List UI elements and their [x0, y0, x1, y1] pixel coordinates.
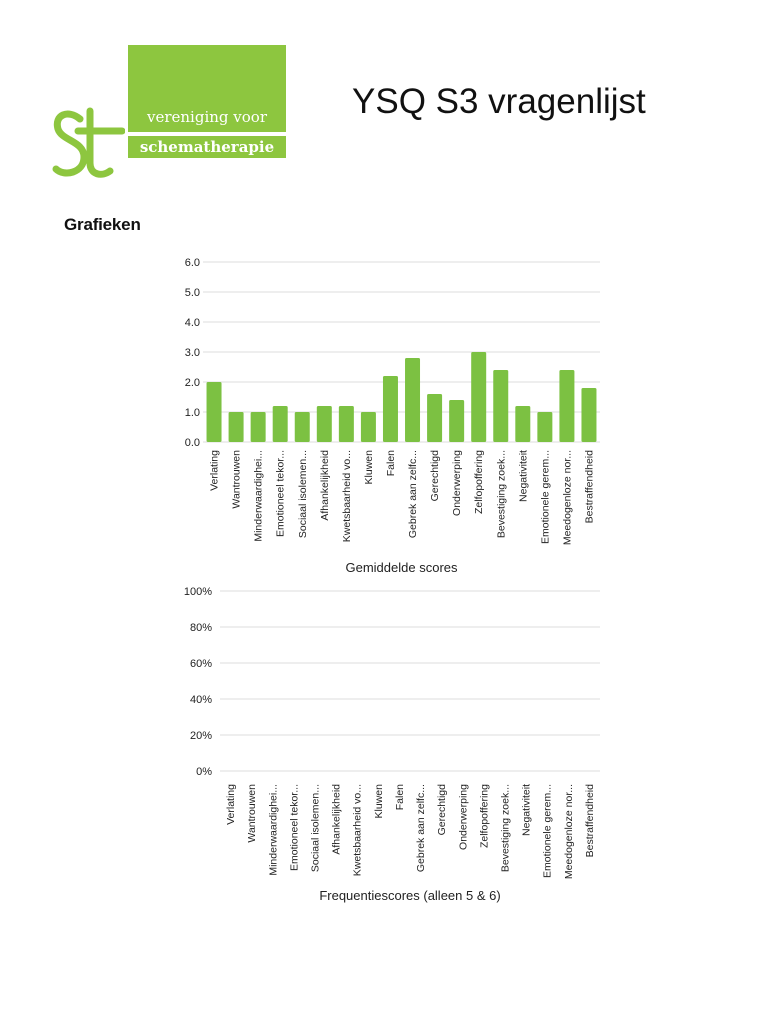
x-tick-label: Minderwaardighei... — [253, 450, 265, 542]
x-tick-label: Zelfopoffering — [478, 784, 490, 848]
x-tick-label: Meedogenloze nor... — [561, 450, 573, 545]
y-tick-label: 2.0 — [185, 377, 200, 389]
bar — [559, 370, 575, 442]
bar — [294, 412, 310, 442]
chart-title: Frequentiescores (alleen 5 & 6) — [319, 888, 500, 903]
y-tick-label: 40% — [190, 694, 212, 706]
y-tick-label: 5.0 — [185, 287, 200, 299]
x-tick-label: Verlating — [209, 450, 221, 491]
y-tick-label: 100% — [184, 586, 212, 598]
x-tick-label: Negativiteit — [517, 450, 529, 502]
chart-title: Gemiddelde scores — [346, 560, 458, 575]
x-tick-label: Falen — [385, 450, 397, 476]
x-tick-label: Onderwerping — [451, 450, 463, 516]
x-tick-label: Gebrek aan zelfc... — [407, 450, 419, 538]
bar — [250, 412, 266, 442]
x-tick-label: Meedogenloze nor... — [563, 784, 575, 879]
logo-text-line2: schematherapie — [139, 138, 275, 156]
bar — [581, 388, 597, 442]
page-title: YSQ S3 vragenlijst — [352, 82, 646, 121]
y-tick-label: 20% — [190, 730, 212, 742]
y-tick-label: 6.0 — [185, 257, 200, 269]
y-tick-label: 0% — [196, 766, 212, 778]
x-tick-label: Emotionele gerem... — [542, 784, 554, 878]
y-tick-label: 0.0 — [185, 437, 200, 449]
x-tick-label: Gebrek aan zelfc... — [415, 784, 427, 872]
x-tick-label: Onderwerping — [457, 784, 469, 850]
x-tick-label: Gerechtigd — [429, 450, 441, 502]
bar — [493, 370, 509, 442]
bar — [405, 358, 421, 442]
section-heading: Grafieken — [64, 215, 141, 234]
bar — [427, 394, 443, 442]
x-tick-label: Bevestiging zoek... — [500, 784, 512, 872]
x-tick-label: Minderwaardighei... — [267, 784, 279, 876]
x-tick-label: Afhankelijkheid — [331, 784, 343, 855]
x-tick-label: Negativiteit — [521, 784, 533, 836]
x-tick-label: Verlating — [225, 784, 237, 825]
bar — [228, 412, 244, 442]
x-tick-label: Zelfopoffering — [473, 450, 485, 514]
x-tick-label: Kluwen — [373, 784, 385, 819]
x-tick-label: Wantrouwen — [246, 784, 258, 843]
x-tick-label: Kluwen — [363, 450, 375, 485]
logo-green-block — [128, 45, 286, 132]
logo-band — [128, 136, 286, 158]
x-tick-label: Emotionele gerem... — [539, 450, 551, 544]
y-tick-label: 60% — [190, 658, 212, 670]
x-tick-label: Falen — [394, 784, 406, 810]
x-tick-label: Bevestiging zoek... — [495, 450, 507, 538]
x-tick-label: Afhankelijkheid — [319, 450, 331, 521]
x-tick-label: Bestraffendheid — [584, 784, 596, 858]
mean-scores-chart: 0.0 1.0 2.0 3.0 4.0 5.0 6.0 Verlating Wantrouwen… — [185, 257, 600, 575]
st-monogram-icon — [52, 107, 125, 178]
x-tick-label: Kwetsbaarheid vo... — [341, 450, 353, 542]
y-tick-label: 80% — [190, 622, 212, 634]
x-tick-label: Wantrouwen — [231, 450, 243, 509]
bar — [471, 352, 487, 442]
x-tick-label: Gerechtigd — [436, 784, 448, 836]
x-tick-label: Sociaal isolemen... — [297, 450, 309, 538]
bar — [515, 406, 531, 442]
bar — [206, 382, 222, 442]
y-tick-label: 1.0 — [185, 407, 200, 419]
bar — [360, 412, 376, 442]
y-tick-label: 3.0 — [185, 347, 200, 359]
x-tick-label: Sociaal isolemen... — [310, 784, 322, 872]
bar — [338, 406, 354, 442]
x-tick-label: Bestraffendheid — [583, 450, 595, 524]
x-tick-label: Emotioneel tekor... — [288, 784, 300, 871]
bar — [449, 400, 465, 442]
logo-text-line1: vereniging voor — [147, 108, 267, 126]
x-tick-label: Kwetsbaarheid vo... — [352, 784, 364, 876]
y-tick-label: 4.0 — [185, 317, 200, 329]
bar — [537, 412, 553, 442]
bar — [382, 376, 398, 442]
x-tick-label: Emotioneel tekor... — [275, 450, 287, 537]
frequency-scores-chart: 0% 20% 40% 60% 80% 100% Verlating Wantrouwen Min… — [184, 586, 600, 903]
bar — [272, 406, 288, 442]
bar — [316, 406, 332, 442]
